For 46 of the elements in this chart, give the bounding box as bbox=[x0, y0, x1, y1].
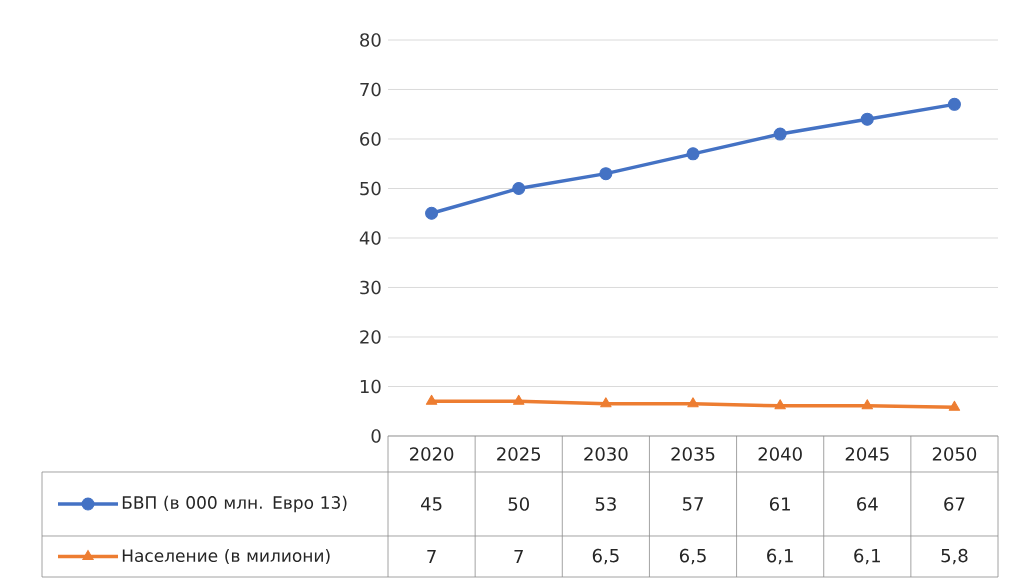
y-tick-label: 70 bbox=[360, 82, 381, 97]
y-tick-label: 30 bbox=[360, 280, 381, 295]
data-label: 67 bbox=[944, 497, 965, 511]
data-label: 6,1 bbox=[854, 548, 880, 565]
x-tick-label: 2020 bbox=[409, 447, 454, 461]
point bbox=[513, 394, 525, 405]
x-tick-label: 2030 bbox=[584, 447, 628, 461]
point bbox=[860, 112, 874, 126]
point bbox=[861, 399, 873, 410]
point bbox=[948, 400, 961, 411]
y-tick-label: 0 bbox=[371, 429, 381, 443]
data-label: 64 bbox=[857, 497, 878, 511]
data-label: 7 bbox=[514, 549, 523, 564]
point bbox=[774, 399, 786, 410]
data-label: 50 bbox=[508, 497, 529, 511]
x-tick-label: 2045 bbox=[845, 447, 889, 461]
point bbox=[599, 167, 613, 181]
point bbox=[512, 182, 526, 195]
legend-label: БВП (в 000 млн. Евро 13) bbox=[122, 495, 347, 513]
data-label: 53 bbox=[595, 497, 616, 511]
y-tick-label: 60 bbox=[360, 132, 381, 146]
y-tick-label: 50 bbox=[360, 181, 381, 196]
data-label: 6,1 bbox=[767, 548, 793, 565]
y-tick-label: 80 bbox=[360, 33, 381, 47]
data-label: 6,5 bbox=[679, 548, 706, 565]
point bbox=[687, 397, 699, 408]
y-tick-label: 20 bbox=[360, 330, 381, 344]
point bbox=[947, 97, 961, 111]
data-label: 5,8 bbox=[941, 548, 968, 565]
point bbox=[425, 206, 439, 220]
legend-label: Население (в милиони) bbox=[122, 548, 330, 565]
x-tick-label: 2040 bbox=[758, 447, 802, 461]
point bbox=[600, 397, 612, 408]
y-tick-label: 10 bbox=[360, 379, 381, 394]
data-label: 7 bbox=[427, 549, 436, 564]
y-tick-label: 40 bbox=[359, 231, 381, 245]
data-label: 57 bbox=[682, 497, 703, 511]
point bbox=[773, 127, 787, 141]
point bbox=[686, 147, 700, 161]
data-label: 45 bbox=[421, 497, 442, 511]
x-tick-label: 2050 bbox=[932, 447, 977, 461]
point bbox=[425, 394, 438, 405]
data-label: 61 bbox=[769, 497, 790, 511]
x-tick-label: 2035 bbox=[671, 447, 715, 461]
data-label: 6,5 bbox=[592, 548, 619, 565]
x-tick-label: 2025 bbox=[497, 447, 541, 461]
